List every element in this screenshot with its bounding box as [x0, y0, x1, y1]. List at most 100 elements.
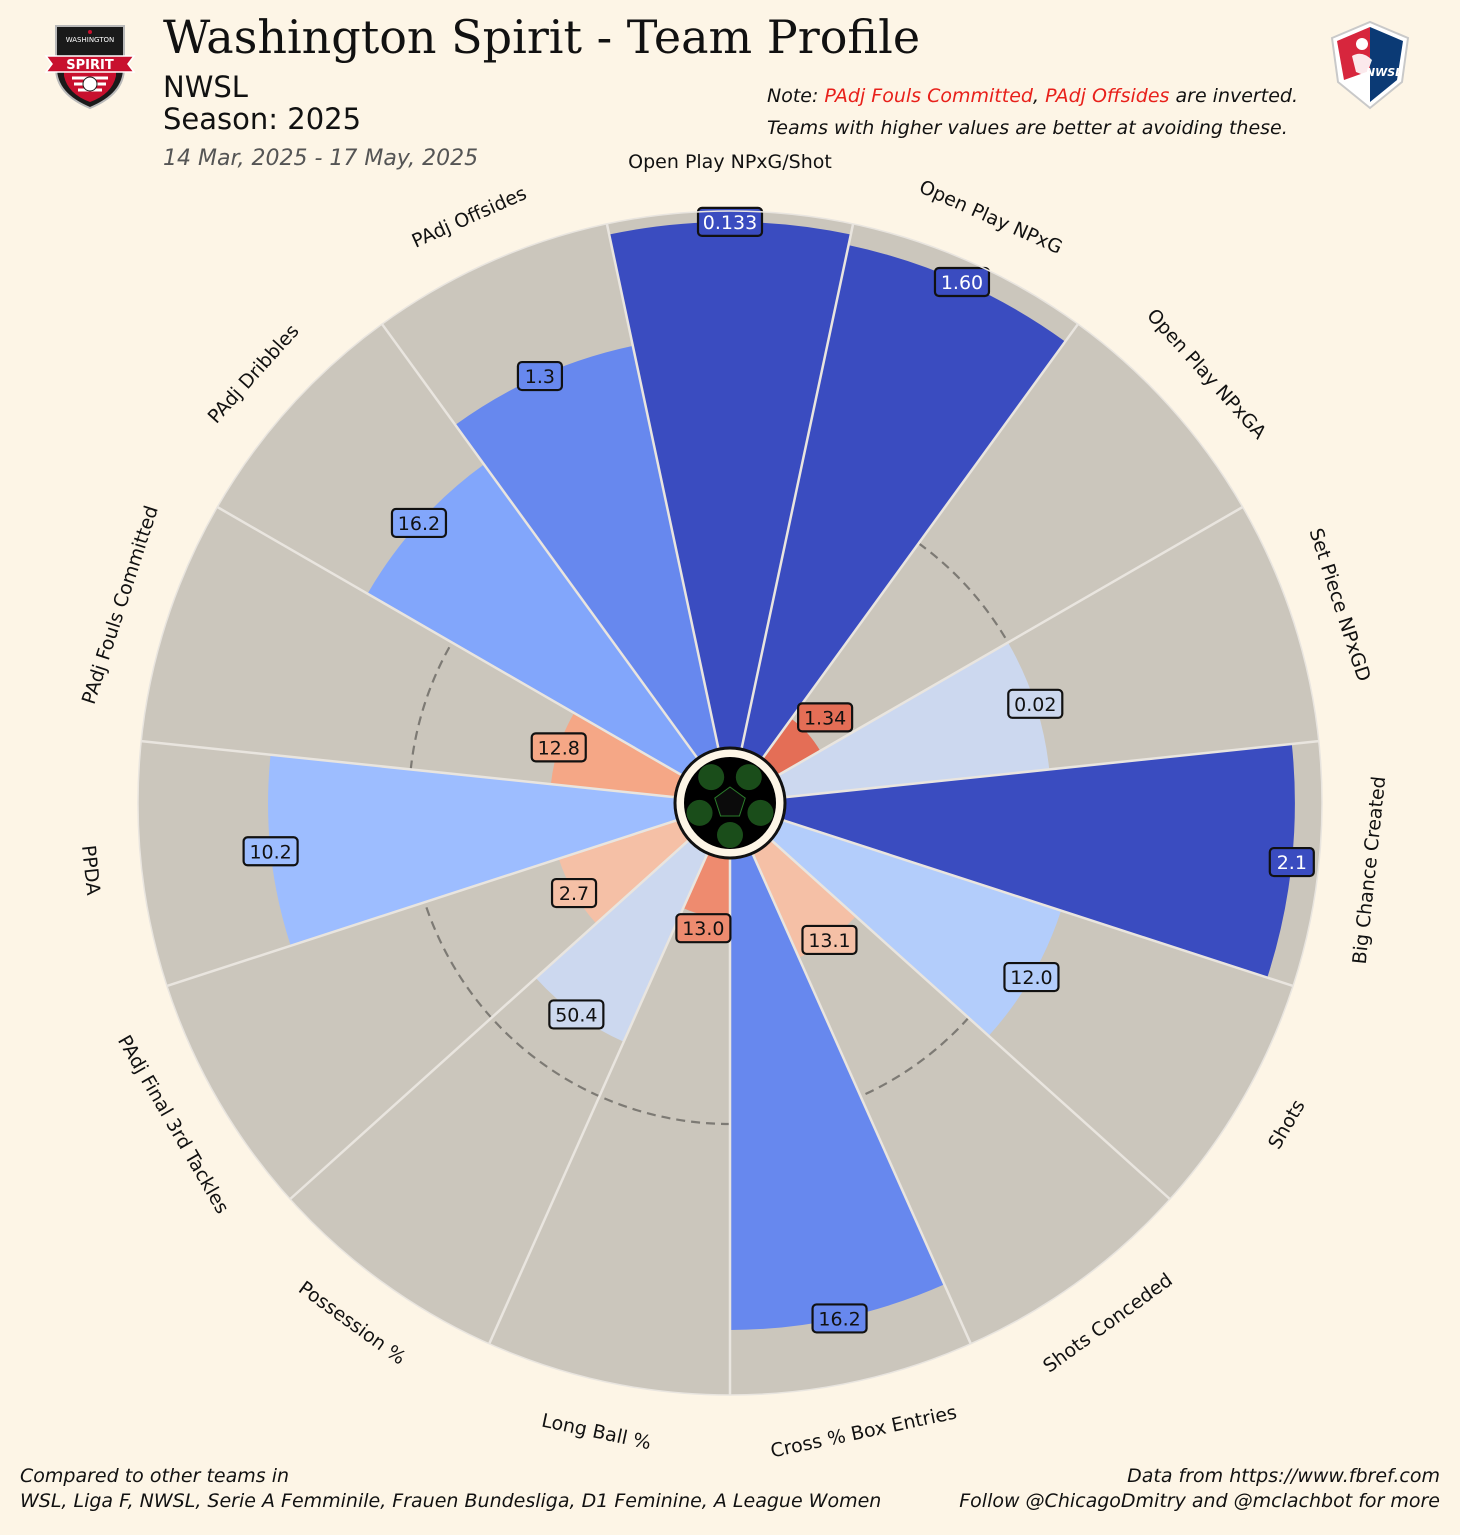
bar-ppda: [268, 754, 683, 946]
category-label-ppda: PPDA: [77, 844, 104, 896]
reference-arc-shots-conceded: [860, 1017, 970, 1098]
note-inverted-1: PAdj Fouls Committed: [824, 85, 1033, 107]
value-label-text: 1.60: [941, 272, 983, 294]
season-label: Season: 2025: [163, 102, 362, 136]
value-labels: 0.133 1.60 1.34 0.02 2.1 12.0 13.1 16.2 13.0 50.4…: [242, 206, 1315, 1334]
slice-dividers: [141, 223, 1319, 1395]
value-label-cross-box-entries: 16.2: [811, 1303, 868, 1334]
outer-ring: [137, 210, 1323, 1396]
bar-long-ball: [683, 848, 730, 919]
value-label-box: [696, 206, 764, 237]
value-label-box: [811, 1303, 868, 1334]
value-label-box: [797, 702, 854, 733]
value-label-text: 50.4: [555, 1004, 597, 1026]
category-label-possession: Possession %: [294, 1277, 409, 1369]
value-label-padj-fouls-committed: 12.8: [530, 732, 587, 763]
bar-padj-dribbles: [367, 464, 701, 778]
category-label-big-chance-created: Big Chance Created: [1349, 775, 1391, 965]
value-label-box: [548, 999, 605, 1030]
background-slice-padj-fouls-committed: [141, 507, 687, 798]
value-label-possession: 50.4: [548, 999, 605, 1030]
divider-shots-conceded: [766, 835, 1171, 1201]
inversion-note: Note: PAdj Fouls Committed, PAdj Offside…: [767, 80, 1298, 144]
value-label-box: [675, 913, 732, 944]
value-label-box: [242, 836, 299, 867]
value-label-box: [1007, 688, 1064, 719]
league-logo: NWSL: [1330, 20, 1410, 110]
bar-open-play-npxga: [759, 718, 821, 778]
value-label-text: 1.34: [804, 707, 846, 729]
category-label-cross-box-entries: Cross % Box Entries: [769, 1401, 959, 1462]
divider-open-play-npxga: [758, 323, 1079, 764]
divider-cross-box-entries: [749, 848, 972, 1345]
reference-arc-open-play-npxga: [918, 542, 1009, 644]
value-label-long-ball: 13.0: [675, 913, 732, 944]
bar-open-play-npxg-shot: [609, 221, 851, 755]
divider-padj-fouls-committed: [141, 739, 681, 800]
value-label-shots-conceded: 13.1: [801, 924, 858, 956]
value-label-text: 16.2: [818, 1308, 860, 1330]
background-slice-open-play-npxga: [759, 324, 1243, 778]
divider-open-play-npxg: [739, 223, 855, 755]
divider-shots: [777, 817, 1294, 988]
page-title: Washington Spirit - Team Profile: [163, 10, 921, 64]
bar-padj-offsides: [455, 345, 720, 763]
divider-big-chance-created: [779, 739, 1319, 800]
value-label-text: 13.0: [682, 918, 724, 940]
divider-ppda: [166, 817, 683, 988]
team-logo: WASHINGTON SPIRIT: [44, 25, 136, 110]
value-label-shots: 12.0: [1003, 961, 1060, 993]
value-label-text: 12.8: [538, 737, 580, 759]
divider-possession: [488, 848, 711, 1345]
value-label-text: 2.1: [1277, 852, 1307, 874]
league-label: NWSL: [163, 70, 248, 104]
reference-arc-padj-fouls-committed: [409, 641, 453, 770]
value-bars: [268, 221, 1295, 1330]
value-label-text: 12.0: [1010, 967, 1052, 989]
category-label-set-piece-npxgd: Set Piece NPxGD: [1304, 526, 1374, 685]
value-label-text: 13.1: [808, 930, 850, 952]
divider-padj-dribbles: [216, 505, 688, 780]
background-slice-padj-final-3rd-tackles: [166, 818, 693, 1200]
category-label-shots: Shots: [1264, 1096, 1310, 1153]
footer-comparison: Compared to other teams in WSL, Liga F, …: [20, 1464, 881, 1514]
note-inverted-2: PAdj Offsides: [1045, 85, 1170, 107]
value-label-box: [1003, 961, 1060, 993]
category-label-open-play-npxg: Open Play NPxG: [916, 176, 1066, 259]
footer-credits: Data from https://www.fbref.com Follow @…: [959, 1464, 1440, 1514]
category-label-open-play-npxg-shot: Open Play NPxG/Shot: [628, 151, 832, 173]
note-suffix: are inverted.: [1169, 85, 1298, 107]
league-logo-text: NWSL: [1366, 66, 1402, 79]
divider-padj-final-3rd-tackles: [289, 835, 694, 1201]
logo-top-text: WASHINGTON: [66, 36, 115, 44]
value-label-box: [933, 266, 991, 298]
reference-arcs: [409, 542, 1009, 1126]
value-label-text: 10.2: [249, 841, 291, 863]
background-slice-shots-conceded: [750, 836, 1170, 1344]
value-label-ppda: 10.2: [242, 836, 299, 867]
date-range: 14 Mar, 2025 - 17 May, 2025: [163, 146, 479, 171]
divider-open-play-npxg-shot: [605, 223, 721, 755]
value-label-box: [530, 732, 587, 763]
value-label-padj-final-3rd-tackles: 2.7: [550, 877, 598, 909]
bar-possession: [535, 836, 710, 1042]
note-line-2: Teams with higher values are better at a…: [767, 117, 1288, 139]
value-label-text: 0.133: [703, 212, 757, 234]
value-label-text: 1.3: [525, 366, 555, 388]
reference-arc-padj-final-3rd-tackles: [423, 901, 493, 1019]
note-sep: ,: [1032, 85, 1046, 107]
note-prefix: Note:: [767, 85, 825, 107]
value-label-open-play-npxg-shot: 0.133: [696, 206, 764, 237]
value-label-box: [550, 877, 598, 909]
value-label-padj-dribbles: 16.2: [390, 507, 448, 539]
value-label-box: [390, 507, 448, 539]
footer-right-line-1: Data from https://www.fbref.com: [1127, 1465, 1440, 1487]
bar-big-chance-created: [777, 743, 1295, 978]
value-label-box: [1268, 846, 1315, 878]
value-label-box: [516, 360, 564, 392]
divider-set-piece-npxgd: [772, 505, 1244, 780]
category-label-long-ball: Long Ball %: [540, 1410, 653, 1455]
divider-padj-offsides: [381, 323, 702, 764]
bar-cross-box-entries: [730, 848, 945, 1330]
